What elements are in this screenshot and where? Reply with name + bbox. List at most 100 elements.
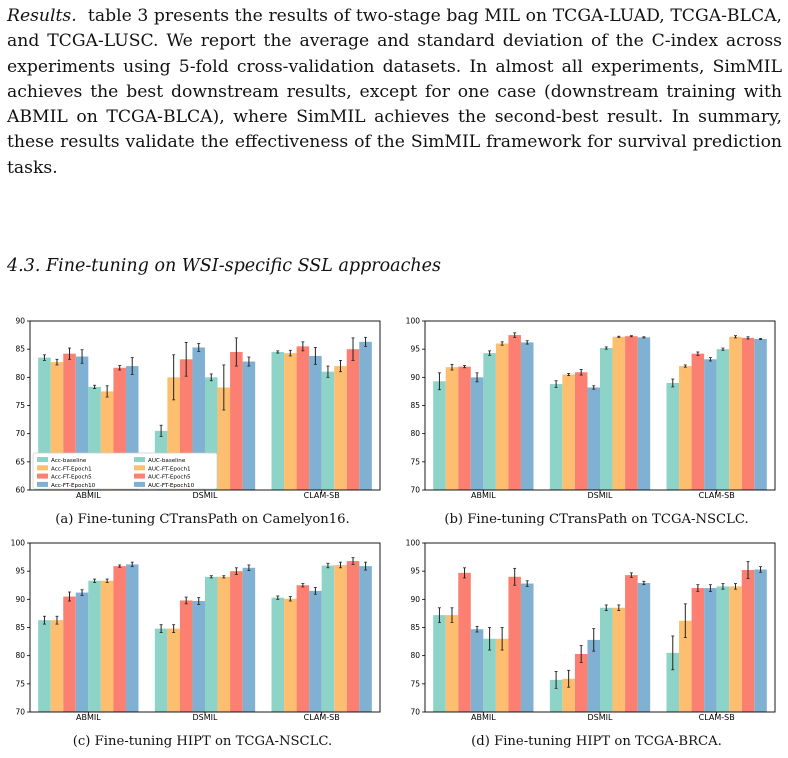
chart-svg: 70 75 80 85 90 95 100 ABMIL DSMIL CLAM-SB: [406, 539, 776, 722]
caption-b: (b) Fine-tuning CTransPath on TCGA-NSCLC…: [444, 512, 749, 527]
bar: [167, 628, 180, 712]
bar: [242, 361, 256, 490]
bar: [754, 339, 767, 490]
bar: [549, 679, 563, 712]
y-tick-label: 65: [15, 457, 25, 466]
legend-swatch: [37, 473, 48, 479]
bar: [704, 588, 717, 712]
plot-frame: [424, 320, 776, 491]
legend-swatch: [134, 481, 145, 487]
legend-label: AUC-baseline: [148, 458, 186, 464]
bar: [100, 580, 114, 712]
bar: [38, 620, 51, 712]
bar: [309, 355, 322, 490]
y-tick-label: 95: [410, 345, 420, 354]
y-tick-label: 90: [410, 595, 420, 604]
y-tick-label: 95: [410, 567, 420, 576]
y-tick-label: 100: [11, 539, 26, 548]
bar: [346, 349, 360, 490]
bar: [321, 371, 335, 490]
bar: [637, 582, 651, 712]
bar: [729, 586, 742, 712]
bar: [600, 607, 613, 712]
legend-label: Acc-FT-Epoch5: [51, 475, 92, 481]
bar: [470, 629, 484, 712]
bar: [741, 570, 755, 712]
bar: [458, 572, 471, 712]
y-tick-label: 75: [15, 401, 25, 410]
bar: [679, 620, 692, 712]
y-tick-label: 90: [15, 595, 25, 604]
y-tick-label: 75: [410, 457, 420, 466]
bar: [359, 566, 372, 712]
bar: [75, 592, 89, 712]
bar: [192, 601, 205, 712]
bar: [346, 561, 360, 712]
bar: [716, 349, 730, 490]
y-tick-label: 85: [410, 623, 420, 632]
y-tick-label: 90: [410, 373, 420, 382]
bar: [113, 566, 126, 712]
legend-swatch: [37, 457, 48, 462]
bar: [309, 590, 322, 712]
x-tick-label: ABMIL: [471, 491, 496, 500]
y-tick-label: 80: [15, 373, 25, 382]
legend-label: Acc-baseline: [51, 458, 87, 464]
bar: [483, 638, 496, 712]
x-tick-label: ABMIL: [471, 713, 496, 722]
x-tick-label: CLAM-SB: [304, 491, 340, 500]
bar: [88, 580, 101, 712]
bar: [549, 384, 563, 490]
bar: [625, 336, 638, 490]
y-tick-label: 70: [410, 486, 420, 495]
bar: [296, 585, 310, 712]
bar: [574, 372, 588, 490]
bar: [741, 337, 755, 490]
chart-c-hipt-nsclc: 70 75 80 85 90 95 100 ABMIL DSMIL CLAM-SB: [0, 536, 388, 722]
bar: [691, 588, 705, 712]
bar: [271, 351, 285, 490]
bar: [445, 367, 459, 490]
x-tick-label: DSMIL: [193, 713, 219, 722]
bar: [217, 387, 231, 490]
y-tick-label: 100: [406, 539, 421, 548]
plot-frame: [424, 542, 776, 713]
y-tick-label: 80: [410, 429, 420, 438]
bar: [679, 366, 692, 490]
legend-label: Acc-FT-Epoch10: [51, 483, 96, 489]
bar: [508, 576, 521, 712]
bar: [334, 564, 347, 712]
bar: [154, 628, 168, 712]
plot-frame: [29, 542, 381, 713]
legend-label: AUC-FT-Epoch5: [148, 475, 191, 481]
x-tick-label: DSMIL: [588, 713, 614, 722]
y-tick-label: 90: [15, 317, 25, 326]
plot-frame: [29, 320, 381, 491]
x-tick-label: ABMIL: [76, 713, 101, 722]
bar: [637, 337, 651, 490]
bar: [704, 359, 717, 490]
bar: [716, 586, 730, 712]
bar: [470, 377, 484, 490]
bar: [359, 341, 372, 490]
section-heading: 4.3. Fine-tuning on WSI-specific SSL app…: [7, 256, 442, 276]
y-tick-label: 85: [15, 623, 25, 632]
bar: [230, 571, 243, 712]
bar: [600, 348, 613, 490]
x-tick-label: CLAM-SB: [699, 713, 735, 722]
bar: [666, 652, 680, 712]
y-tick-label: 75: [410, 679, 420, 688]
bar: [242, 567, 256, 712]
y-tick-label: 85: [15, 345, 25, 354]
bar: [458, 366, 471, 490]
bar: [587, 387, 600, 490]
bar: [483, 353, 496, 490]
y-tick-label: 70: [15, 708, 25, 717]
bar: [495, 343, 509, 490]
caption-c: (c) Fine-tuning HIPT on TCGA-NSCLC.: [72, 734, 333, 749]
caption-d: (d) Fine-tuning HIPT on TCGA-BRCA.: [471, 734, 722, 749]
y-tick-label: 80: [15, 651, 25, 660]
caption-a: (a) Fine-tuning CTransPath on Camelyon16…: [55, 512, 350, 527]
bar: [587, 639, 600, 712]
legend-box: [32, 452, 218, 490]
